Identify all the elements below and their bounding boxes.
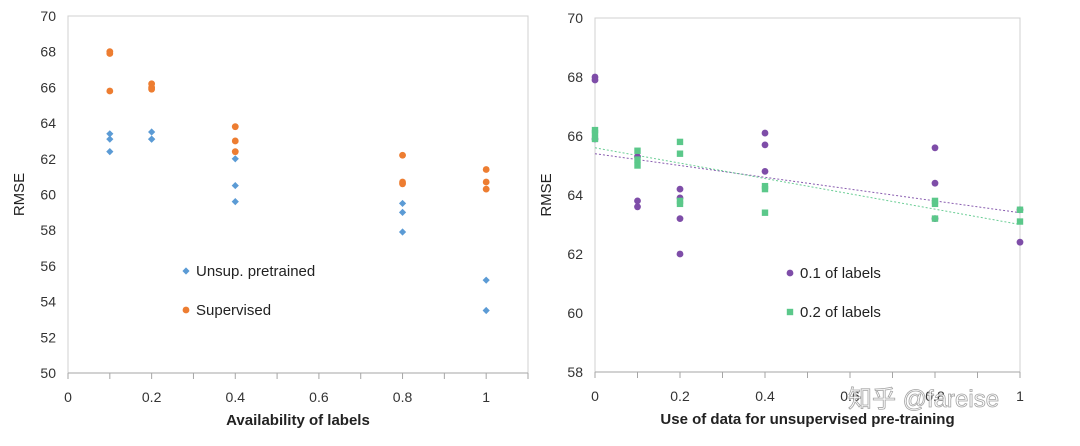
- data-point: [231, 123, 239, 131]
- data-point: [931, 215, 939, 222]
- legend-marker: [182, 306, 190, 314]
- x-tick-label: 1: [482, 389, 490, 405]
- data-point: [106, 87, 114, 95]
- data-point: [231, 137, 239, 145]
- data-point: [148, 85, 156, 93]
- y-tick-label: 56: [40, 258, 56, 274]
- x-axis-label: Use of data for unsupervised pre-trainin…: [660, 411, 954, 428]
- data-point: [231, 155, 239, 163]
- data-point: [634, 203, 641, 211]
- data-point: [398, 228, 407, 236]
- y-tick-label: 66: [567, 128, 583, 144]
- data-point: [1016, 238, 1024, 246]
- legend-marker: [786, 308, 794, 316]
- y-tick-label: 60: [40, 187, 56, 203]
- legend-label: Supervised: [196, 302, 271, 319]
- y-tick-label: 70: [567, 10, 583, 26]
- data-point: [676, 150, 684, 157]
- data-point: [761, 209, 769, 216]
- y-tick-label: 50: [40, 365, 56, 381]
- data-point: [106, 148, 114, 156]
- data-point: [634, 156, 641, 163]
- data-point: [399, 151, 406, 159]
- data-point: [591, 129, 599, 137]
- y-tick-label: 64: [40, 115, 56, 131]
- data-point: [398, 208, 407, 216]
- data-point: [931, 144, 939, 152]
- data-point: [761, 168, 769, 175]
- plot-area-frame: [67, 15, 529, 374]
- legend-marker: [786, 269, 794, 277]
- trendline: [594, 147, 1021, 225]
- x-tick-label: 0.2: [142, 389, 162, 405]
- data-point: [482, 178, 490, 186]
- data-point: [761, 129, 769, 137]
- data-point: [761, 185, 769, 193]
- y-tick-label: 68: [567, 69, 583, 85]
- trendline: [594, 153, 1021, 214]
- legend-label: 0.1 of labels: [800, 265, 881, 282]
- data-point: [676, 138, 684, 146]
- right-chart-panel: 0 0.2 0.4 0.6 0.8 1 58 60 62 64 66 68 70 Use of data …: [538, 10, 1024, 428]
- x-tick-label: 0: [64, 389, 72, 405]
- data-point: [634, 162, 641, 169]
- legend-label: 0.2 of labels: [800, 304, 881, 321]
- y-tick-label: 68: [40, 44, 56, 60]
- x-axis-label: Availability of labels: [226, 412, 370, 429]
- y-tick-label: 52: [40, 329, 56, 345]
- data-point: [482, 306, 490, 315]
- y-tick-label: 60: [567, 305, 583, 321]
- x-tick-label: 0.4: [755, 388, 775, 404]
- data-point: [591, 135, 599, 143]
- y-tick-label: 66: [40, 79, 56, 95]
- y-tick-label: 54: [40, 294, 56, 310]
- data-point: [482, 276, 490, 284]
- data-point: [231, 198, 239, 206]
- data-point: [931, 179, 939, 187]
- watermark-text: 知乎 @fareise: [848, 386, 999, 413]
- data-point: [931, 200, 939, 208]
- data-point: [634, 197, 641, 205]
- y-axis-label: RMSE: [11, 173, 28, 216]
- x-tick-label: 0: [591, 388, 599, 404]
- data-point: [676, 200, 684, 208]
- data-point: [482, 185, 490, 193]
- y-tick-label: 62: [567, 246, 583, 262]
- data-point: [148, 135, 156, 143]
- y-tick-label: 70: [40, 8, 56, 24]
- data-point: [1016, 206, 1024, 213]
- data-point: [106, 50, 114, 57]
- y-tick-label: 62: [40, 151, 56, 167]
- data-point: [148, 128, 156, 136]
- data-point: [398, 199, 407, 208]
- legend-marker: [182, 267, 190, 275]
- data-point: [106, 135, 114, 143]
- left-chart-panel: 0 0.2 0.4 0.6 0.8 1 50 52 54 56 58 60 62 64 66 68 70 Avai…: [11, 8, 529, 429]
- y-axis-label: RMSE: [538, 173, 555, 216]
- data-point: [399, 180, 406, 188]
- data-point: [1016, 218, 1024, 225]
- x-tick-label: 0.8: [393, 389, 413, 405]
- data-point: [231, 181, 239, 190]
- y-tick-label: 58: [40, 222, 56, 238]
- data-point: [676, 250, 684, 258]
- x-tick-label: 0.8: [925, 388, 945, 404]
- x-tick-label: 0.2: [670, 388, 690, 404]
- data-point: [676, 215, 684, 223]
- y-tick-label: 64: [567, 187, 583, 203]
- data-point: [634, 147, 641, 154]
- data-point: [482, 166, 490, 173]
- legend-label: Unsup. pretrained: [196, 263, 315, 280]
- x-tick-label: 0.6: [840, 388, 860, 404]
- data-point: [591, 76, 599, 84]
- data-point: [761, 141, 769, 149]
- x-tick-label: 1: [1016, 388, 1024, 404]
- x-tick-label: 0.6: [309, 389, 329, 405]
- data-point: [231, 148, 239, 156]
- y-tick-label: 58: [567, 364, 583, 380]
- x-tick-label: 0.4: [226, 389, 246, 405]
- data-point: [676, 185, 684, 193]
- data-point: [106, 130, 114, 138]
